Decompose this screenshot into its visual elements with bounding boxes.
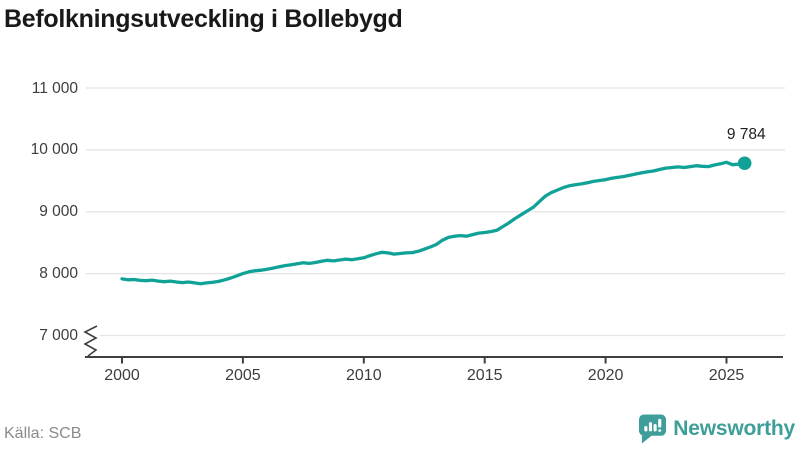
population-line [120, 160, 747, 286]
y-tick-label-10000: 10 000 [30, 141, 78, 159]
logo-bar-2 [649, 422, 653, 432]
chart-title: Befolkningsutveckling i Bollebygd [4, 5, 403, 33]
newsworthy-brand: Newsworthy [639, 414, 795, 444]
axis-break-zigzag [83, 325, 98, 357]
x-tick-label-2020: 2020 [587, 367, 624, 384]
y-tick-label-9000: 9 000 [39, 203, 78, 221]
last-point-dot [737, 156, 752, 171]
x-tick-label-2025: 2025 [708, 367, 745, 384]
y-tick-label-11000: 11 000 [31, 79, 78, 97]
x-tick-label-2000: 2000 [104, 367, 140, 384]
y-tick-label-7000: 7 000 [39, 327, 78, 344]
x-tick-label-2005: 2005 [225, 367, 261, 384]
newsworthy-logo-icon [639, 414, 667, 444]
end-value-label: 9 784 [726, 126, 766, 144]
brand-name: Newsworthy [673, 417, 795, 440]
x-tick-label-2015: 2015 [466, 367, 503, 384]
logo-exclamation-dot [658, 429, 662, 432]
logo-bubble [639, 414, 667, 444]
logo-exclamation-bar [658, 418, 662, 428]
logo-bar-3 [653, 424, 657, 432]
y-tick-label-8000: 8 000 [39, 265, 78, 283]
x-tick-label-2010: 2010 [346, 367, 382, 384]
source-note: Källa: SCB [4, 425, 82, 442]
logo-bar-1 [644, 426, 648, 432]
